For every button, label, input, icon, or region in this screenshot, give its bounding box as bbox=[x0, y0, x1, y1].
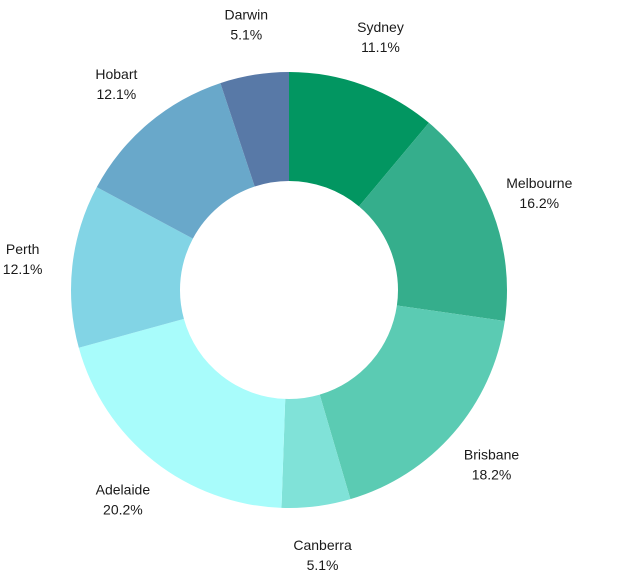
slice-label-brisbane: Brisbane 18.2% bbox=[464, 447, 519, 483]
slice-name-perth: Perth bbox=[6, 241, 39, 257]
slice-label-sydney: Sydney 11.1% bbox=[357, 19, 404, 55]
slice-percent-perth: 12.1% bbox=[3, 261, 43, 277]
slice-darwin bbox=[220, 72, 289, 187]
slice-percent-sydney: 11.1% bbox=[361, 39, 400, 55]
slice-label-melbourne: Melbourne 16.2% bbox=[506, 175, 572, 211]
slice-name-melbourne: Melbourne bbox=[506, 175, 572, 191]
slice-label-perth: Perth 12.1% bbox=[3, 241, 43, 277]
slice-hobart bbox=[96, 83, 255, 239]
slice-name-adelaide: Adelaide bbox=[96, 481, 151, 497]
slice-label-hobart: Hobart 12.1% bbox=[95, 66, 137, 102]
slice-name-sydney: Sydney bbox=[357, 19, 404, 35]
donut-slices bbox=[71, 72, 507, 509]
slice-brisbane bbox=[319, 305, 505, 500]
slice-label-darwin: Darwin 5.1% bbox=[224, 6, 268, 42]
slice-name-darwin: Darwin bbox=[224, 6, 268, 22]
slice-percent-melbourne: 16.2% bbox=[519, 195, 559, 211]
slice-perth bbox=[71, 187, 193, 348]
slice-sydney bbox=[289, 72, 429, 207]
slice-percent-darwin: 5.1% bbox=[230, 26, 262, 42]
slice-label-canberra: Canberra 5.1% bbox=[293, 537, 352, 570]
slice-name-canberra: Canberra bbox=[293, 537, 352, 553]
slice-percent-hobart: 12.1% bbox=[97, 86, 137, 102]
slice-name-hobart: Hobart bbox=[95, 66, 137, 82]
slice-percent-canberra: 5.1% bbox=[307, 557, 339, 570]
slice-label-adelaide: Adelaide 20.2% bbox=[96, 481, 151, 517]
slice-labels: Sydney 11.1% Melbourne 16.2% Brisbane 18.2% Ca… bbox=[3, 6, 573, 570]
slice-canberra bbox=[281, 394, 351, 509]
slice-percent-brisbane: 18.2% bbox=[472, 467, 512, 483]
slice-name-brisbane: Brisbane bbox=[464, 447, 519, 463]
slice-adelaide bbox=[78, 318, 286, 508]
slice-melbourne bbox=[358, 122, 507, 322]
slice-percent-adelaide: 20.2% bbox=[103, 501, 143, 517]
